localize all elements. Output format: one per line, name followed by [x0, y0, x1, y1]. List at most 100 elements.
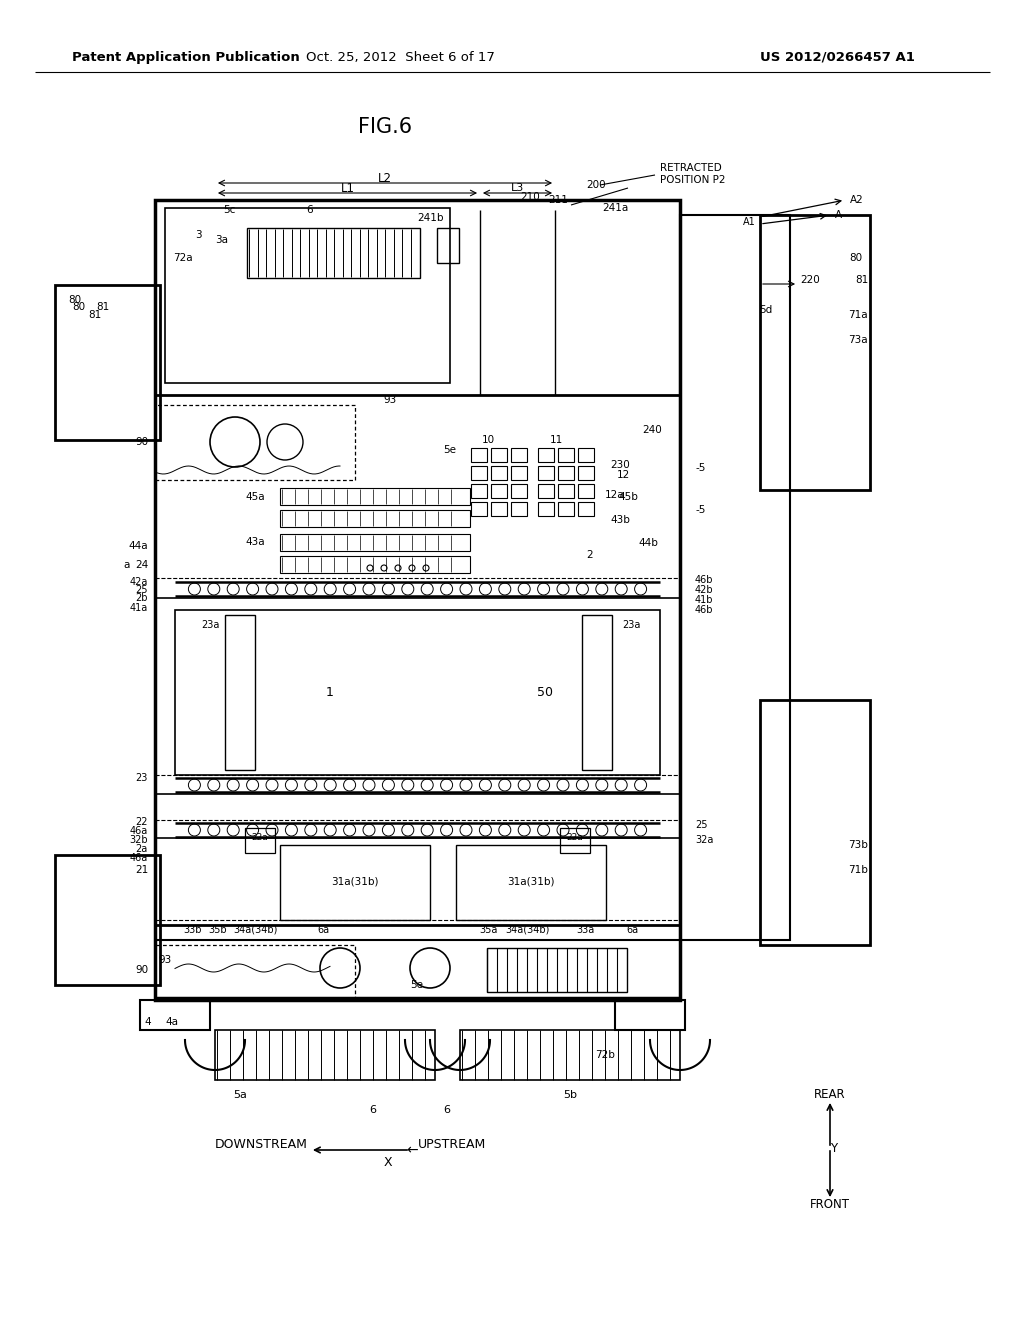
Text: 6: 6 — [443, 1105, 451, 1115]
Text: 41b: 41b — [695, 595, 714, 605]
Text: 211: 211 — [548, 195, 568, 205]
Text: ←: ← — [407, 1143, 418, 1158]
Bar — [558, 502, 574, 516]
Text: 46b: 46b — [695, 576, 714, 585]
Text: 80: 80 — [849, 253, 862, 263]
Bar — [558, 466, 574, 480]
Text: 72a: 72a — [173, 253, 193, 263]
Bar — [280, 845, 430, 920]
Text: 6a: 6a — [626, 925, 638, 935]
Bar — [578, 466, 594, 480]
Text: 34a(34b): 34a(34b) — [232, 925, 278, 935]
Bar — [437, 228, 459, 263]
Text: Y: Y — [830, 1142, 838, 1155]
Text: 31a(31b): 31a(31b) — [331, 876, 379, 887]
Text: 73a: 73a — [848, 335, 868, 345]
Bar — [280, 535, 470, 550]
Bar — [511, 447, 527, 462]
Bar — [55, 855, 160, 985]
Bar — [225, 615, 255, 770]
Text: 5b: 5b — [563, 1090, 577, 1100]
Text: A2: A2 — [850, 195, 864, 205]
Text: 22a: 22a — [252, 833, 268, 842]
Text: 46b: 46b — [695, 605, 714, 615]
Text: 33b: 33b — [183, 925, 203, 935]
Text: 241b: 241b — [417, 213, 443, 223]
Bar — [215, 1030, 435, 1080]
Text: 71b: 71b — [848, 865, 868, 875]
Bar — [155, 945, 355, 1001]
Text: 5e: 5e — [411, 979, 424, 990]
Bar — [578, 484, 594, 498]
Text: FIG.6: FIG.6 — [358, 117, 412, 137]
Text: 35b: 35b — [209, 925, 227, 935]
Text: 24: 24 — [135, 560, 148, 570]
Text: 22a: 22a — [566, 833, 584, 842]
Bar — [538, 466, 554, 480]
Text: 41a: 41a — [130, 603, 148, 612]
Text: 5d: 5d — [760, 305, 773, 315]
Text: 230: 230 — [610, 459, 630, 470]
Bar — [490, 447, 507, 462]
Bar — [165, 209, 450, 383]
Text: 6a: 6a — [317, 925, 329, 935]
Text: 90: 90 — [135, 965, 148, 975]
Text: 81: 81 — [96, 302, 110, 312]
Text: 32b: 32b — [129, 836, 148, 845]
Bar — [538, 447, 554, 462]
Bar — [280, 510, 470, 527]
Text: POSITION P2: POSITION P2 — [660, 176, 725, 185]
Text: 10: 10 — [481, 436, 495, 445]
Text: UPSTREAM: UPSTREAM — [418, 1138, 486, 1151]
Bar — [760, 700, 870, 945]
Text: 2a: 2a — [136, 843, 148, 854]
Bar — [680, 215, 790, 940]
Text: 45b: 45b — [618, 492, 638, 502]
Bar — [558, 484, 574, 498]
Text: 44a: 44a — [128, 541, 148, 550]
Text: L2: L2 — [378, 172, 392, 185]
Bar — [460, 1030, 680, 1080]
Text: 5a: 5a — [233, 1090, 247, 1100]
Text: A1: A1 — [743, 216, 756, 227]
Text: 93: 93 — [159, 954, 172, 965]
Bar — [490, 502, 507, 516]
Text: L3: L3 — [511, 183, 524, 193]
Bar — [140, 1001, 210, 1030]
Text: 3a: 3a — [215, 235, 228, 246]
Text: 43a: 43a — [246, 537, 265, 546]
Text: 25: 25 — [135, 585, 148, 595]
Text: -5: -5 — [695, 463, 706, 473]
Text: 81: 81 — [88, 310, 101, 319]
Text: Oct. 25, 2012  Sheet 6 of 17: Oct. 25, 2012 Sheet 6 of 17 — [305, 50, 495, 63]
Bar — [471, 447, 487, 462]
Text: FRONT: FRONT — [810, 1199, 850, 1212]
Bar — [615, 1001, 685, 1030]
Bar — [280, 488, 470, 506]
Bar — [245, 828, 275, 853]
Bar — [471, 466, 487, 480]
Text: Patent Application Publication: Patent Application Publication — [72, 50, 300, 63]
Text: RETRACTED: RETRACTED — [660, 162, 722, 173]
Text: 1: 1 — [326, 685, 334, 698]
Text: 23: 23 — [135, 774, 148, 783]
Text: DOWNSTREAM: DOWNSTREAM — [215, 1138, 308, 1151]
Bar — [247, 228, 420, 279]
Bar — [558, 447, 574, 462]
Bar — [471, 484, 487, 498]
Text: 44b: 44b — [638, 539, 658, 548]
Text: 46a: 46a — [130, 853, 148, 863]
Text: 5e: 5e — [443, 445, 457, 455]
Text: 12: 12 — [617, 470, 630, 480]
Text: 33a: 33a — [575, 925, 594, 935]
Bar — [155, 405, 355, 480]
Text: 2: 2 — [587, 550, 593, 560]
Bar — [456, 845, 606, 920]
Text: 42b: 42b — [695, 585, 714, 595]
Text: 34a(34b): 34a(34b) — [506, 925, 550, 935]
Text: L1: L1 — [341, 181, 355, 194]
Bar — [490, 466, 507, 480]
Text: 12a: 12a — [605, 490, 625, 500]
Bar — [511, 466, 527, 480]
Bar — [490, 484, 507, 498]
